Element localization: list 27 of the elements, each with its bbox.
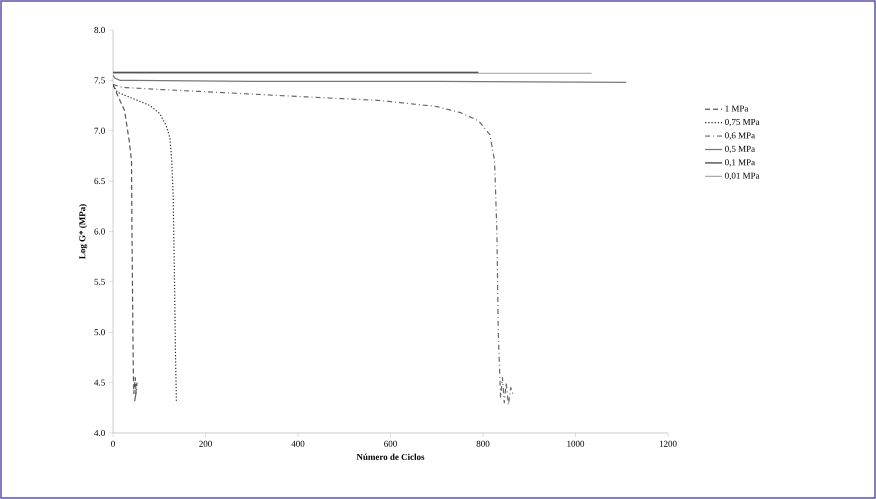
y-tick-label: 8.0 (94, 26, 105, 34)
x-tick-label: 1200 (660, 440, 677, 447)
y-tick-label: 6.5 (94, 178, 105, 184)
line-series (113, 84, 177, 402)
y-tick-label: 5.5 (94, 278, 105, 285)
x-tick-label: 600 (384, 440, 397, 447)
x-tick-label: 0 (111, 440, 115, 447)
legend-label: 0,6 MPa (725, 132, 755, 140)
x-tick-label: 1000 (567, 440, 584, 447)
y-tick-label: 4.0 (94, 430, 105, 436)
x-axis-title: Número de Ciclos (356, 454, 424, 460)
y-tick-label: 4.5 (94, 380, 105, 386)
y-tick-label: 7.5 (94, 77, 105, 84)
legend-label: 0,01 MPa (725, 172, 760, 180)
line-series (113, 84, 514, 406)
line-series (113, 84, 138, 402)
legend-label: 1 MPa (725, 106, 748, 112)
legend-label: 0,1 MPa (725, 159, 755, 167)
x-tick-label: 800 (476, 440, 490, 447)
y-tick-label: 6.0 (94, 228, 105, 235)
x-tick-label: 400 (291, 440, 304, 447)
legend-label: 0,5 MPa (725, 146, 755, 154)
x-tick-label: 200 (199, 440, 212, 447)
y-tick-label: 5.0 (94, 329, 105, 336)
legend-label: 0,75 MPa (725, 118, 760, 126)
y-tick-label: 7.0 (94, 128, 105, 134)
y-axis-title: Log G* (MPa) (78, 204, 88, 259)
